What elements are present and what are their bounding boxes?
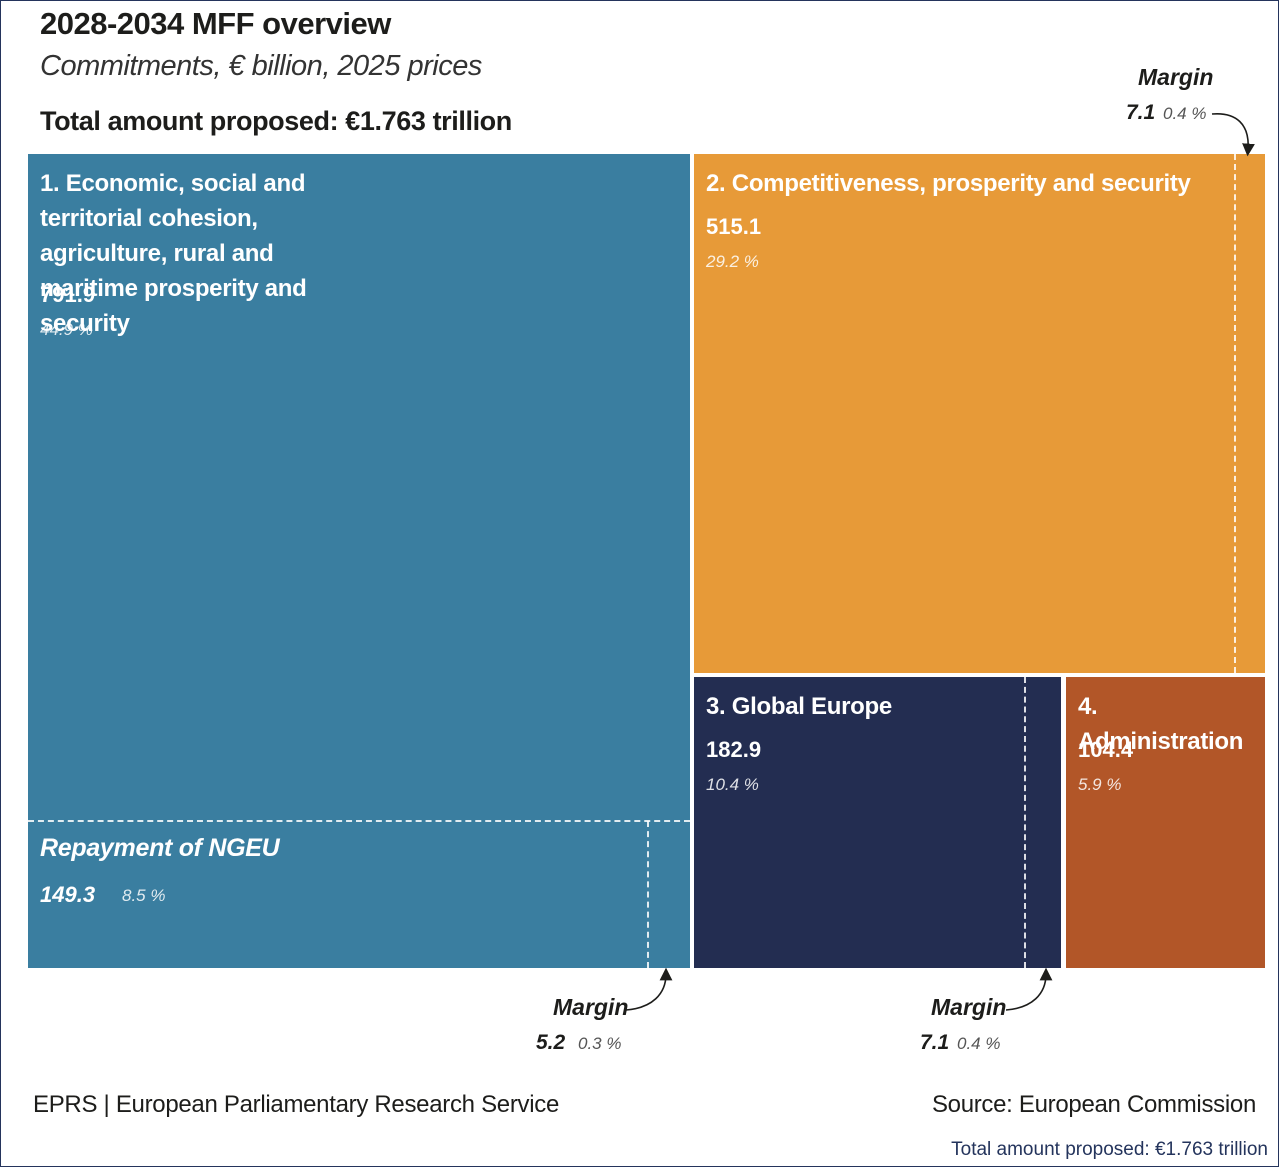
ngeu-share: 8.5 % (122, 886, 166, 905)
tile-heading-3: 3. Global Europe 182.9 10.4 % (694, 677, 1061, 968)
ngeu-label: Repayment of NGEU (40, 834, 280, 862)
tile-heading-4: 4. Administration 104.4 5.9 % (1066, 677, 1265, 968)
tile-heading-1: 1. Economic, social and territorial cohe… (28, 154, 690, 968)
tile-share: 44.9 % (40, 320, 93, 339)
margin-2-divider (1234, 154, 1236, 673)
tile-value: 104.4 (1078, 737, 1134, 762)
tile-share: 10.4 % (706, 775, 759, 794)
ngeu-value: 149.3 (40, 882, 96, 907)
tile-label: 3. Global Europe (706, 693, 892, 720)
margin-3-arrow (1005, 967, 1053, 1011)
margin-3-value: 7.1 (920, 1031, 950, 1054)
chart-title: 2028-2034 MFF overview (40, 6, 391, 41)
ngeu-divider (28, 820, 690, 822)
tile-share: 5.9 % (1078, 775, 1122, 794)
tile-share: 29.2 % (706, 252, 759, 271)
tile-label: 1. Economic, social and territorial cohe… (40, 170, 307, 337)
margin-3-divider (1024, 677, 1026, 968)
tile-value: 515.1 (706, 214, 762, 239)
margin-3-label: Margin (931, 994, 1007, 1020)
margin-1-arrow (625, 967, 673, 1011)
publisher-credit: EPRS | European Parliamentary Research S… (33, 1091, 560, 1118)
margin-2-label: Margin (1138, 64, 1214, 90)
chart-subtitle: Commitments, € billion, 2025 prices (40, 50, 482, 82)
tile-label: 2. Competitiveness, prosperity and secur… (706, 170, 1191, 197)
caption-total: Total amount proposed: €1.763 trillion (951, 1139, 1268, 1160)
margin-1-label: Margin (553, 994, 629, 1020)
tile-label: 4. Administration (1078, 693, 1244, 755)
margin-2-value: 7.1 (1126, 101, 1156, 124)
tile-value: 791.9 (40, 282, 96, 307)
margin-1-share: 0.3 % (578, 1034, 622, 1053)
margin-1-value: 5.2 (536, 1031, 566, 1054)
margin-3-share: 0.4 % (957, 1034, 1001, 1053)
tile-value: 182.9 (706, 737, 762, 762)
margin-2-share: 0.4 % (1163, 104, 1207, 123)
tile-heading-2: 2. Competitiveness, prosperity and secur… (694, 154, 1265, 673)
margin-2-arrow (1211, 113, 1255, 157)
margin-1-divider (647, 821, 649, 968)
source-credit: Source: European Commission (931, 1091, 1256, 1118)
total-amount-label: Total amount proposed: €1.763 trillion (40, 106, 512, 136)
